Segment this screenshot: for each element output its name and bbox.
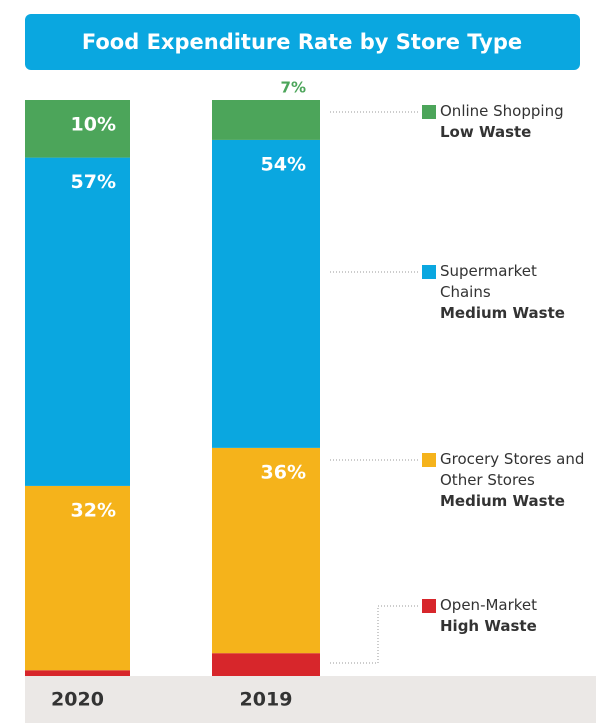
legend-swatch (422, 265, 436, 279)
data-label: 36% (261, 461, 306, 483)
legend-name: Supermarket Chains (440, 262, 537, 301)
data-label: 10% (71, 114, 116, 136)
title-banner (25, 14, 580, 70)
bar-segment (212, 653, 320, 676)
data-label: 32% (71, 499, 116, 521)
data-label: 7% (281, 79, 306, 97)
legend-entry: Online Shopping Low Waste (440, 101, 590, 143)
bar-segment (212, 139, 320, 448)
legend-entry: Supermarket Chains Medium Waste (440, 261, 590, 324)
data-label: 54% (261, 153, 306, 175)
legend-swatch (422, 105, 436, 119)
legend-waste: High Waste (440, 617, 537, 635)
legend-waste: Medium Waste (440, 492, 565, 510)
footer-band (25, 676, 596, 723)
legend-swatch (422, 599, 436, 613)
x-tick-label: 2020 (51, 689, 104, 711)
legend-name: Grocery Stores and Other Stores (440, 450, 585, 489)
legend-entry: Open-Market High Waste (440, 595, 590, 637)
legend-swatch (422, 453, 436, 467)
legend-name: Open-Market (440, 596, 538, 614)
x-tick-label: 2019 (240, 689, 293, 711)
chart-title: Food Expenditure Rate by Store Type (82, 30, 522, 54)
legend-name: Online Shopping (440, 102, 564, 120)
data-label: 57% (71, 171, 116, 193)
leader-line (330, 605, 420, 664)
legend-waste: Medium Waste (440, 304, 565, 322)
bar-segment (25, 157, 130, 486)
bar-segment (25, 100, 130, 158)
bar-segment (25, 670, 130, 676)
legend-waste: Low Waste (440, 123, 532, 141)
legend-entry: Grocery Stores and Other Stores Medium Wa… (440, 449, 590, 512)
bar-segment (212, 447, 320, 654)
bar-segment (25, 485, 130, 671)
bar-segment (212, 100, 320, 140)
